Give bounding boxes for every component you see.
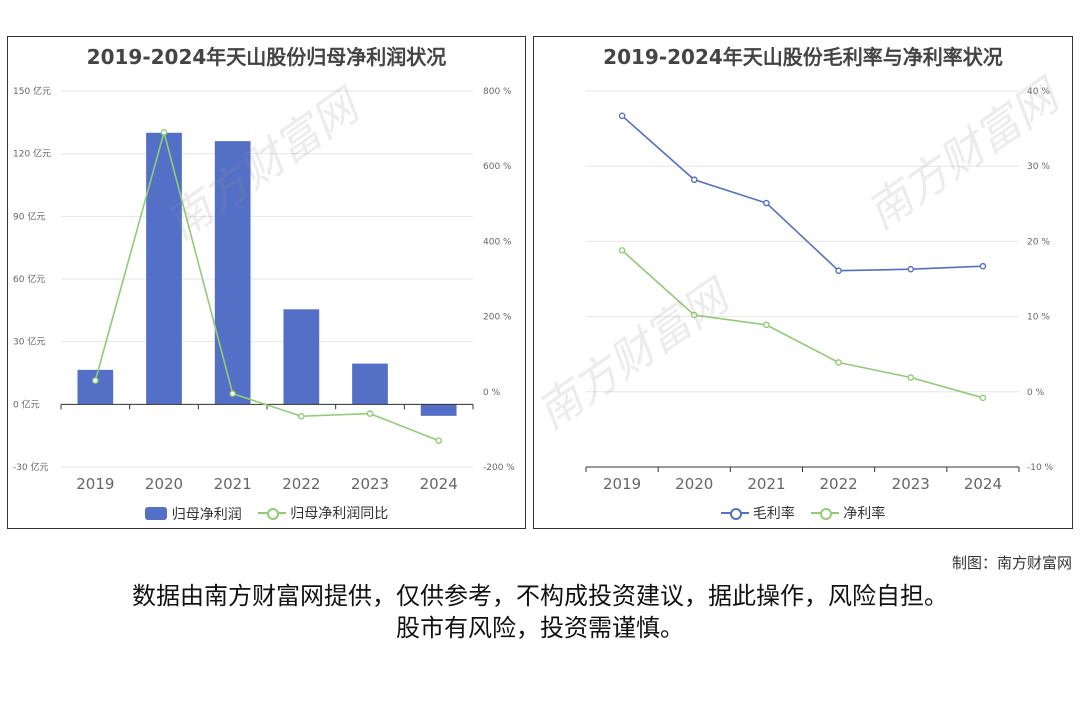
legend-label-net-profit-yoy: 归母净利润同比 — [290, 506, 389, 522]
x-tick-label: 2024 — [420, 475, 458, 493]
point-net-margin — [835, 359, 842, 366]
point-net-profit-yoy — [160, 129, 168, 136]
legend-item-net-profit-yoy[interactable]: 归母净利润同比 — [258, 503, 388, 523]
margin-chart-panel: 2019-2024年天山股份毛利率与净利率状况 -10 % 0 % 10 % 20 %… — [533, 36, 1073, 529]
y-right-tick-label: 30 % — [1027, 162, 1050, 172]
point-gross-margin — [690, 176, 698, 184]
bar-net-profit — [420, 404, 457, 416]
x-tick-label: 2020 — [675, 475, 713, 493]
point-net-margin — [690, 311, 698, 319]
bar-net-profit — [77, 369, 114, 405]
profit-chart-legend: 归母净利润 归母净利润同比 — [8, 503, 525, 524]
y-left-tick-label: 90 亿元 — [13, 210, 45, 222]
point-gross-margin — [835, 267, 842, 275]
margin-chart-title: 2019-2024年天山股份毛利率与净利率状况 — [603, 45, 1003, 69]
x-tick-label: 2022 — [819, 475, 857, 493]
x-tick-label: 2021 — [214, 475, 252, 493]
y-right-tick-label: 0 % — [1027, 388, 1045, 398]
y-right-tick-label: 800 % — [483, 87, 512, 97]
point-net-profit-yoy — [229, 390, 236, 397]
y-left-tick-label: -30 亿元 — [13, 461, 49, 473]
y-right-tick-label: -200 % — [483, 463, 515, 473]
point-net-profit-yoy — [92, 377, 99, 384]
x-tick-label: 2020 — [145, 475, 183, 493]
y-right-tick-label: -10 % — [1027, 463, 1054, 473]
y-left-tick-label: 0 亿元 — [13, 398, 40, 410]
point-gross-margin — [907, 265, 915, 273]
line-net-margin — [621, 249, 984, 399]
chart-credit: 制图：南方财富网 — [951, 554, 1072, 572]
point-net-profit-yoy — [435, 437, 442, 444]
point-gross-margin — [618, 112, 626, 120]
x-tick-label: 2023 — [892, 475, 930, 493]
point-gross-margin — [979, 262, 987, 270]
y-left-tick-label: 120 亿元 — [13, 148, 51, 160]
point-gross-margin — [763, 199, 770, 207]
point-net-profit-yoy — [298, 412, 305, 420]
disclaimer: 数据由南方财富网提供，仅供参考，不构成投资建议，据此操作，风险自担。 股市有风险… — [0, 580, 1080, 644]
x-tick-label: 2024 — [964, 475, 1002, 493]
margin-chart-legend: 毛利率 净利率 — [534, 503, 1072, 524]
point-net-margin — [618, 247, 626, 254]
legend-label-net-profit: 归母净利润 — [171, 506, 242, 523]
x-tick-label: 2023 — [351, 475, 389, 493]
legend-label-gross-margin: 毛利率 — [752, 506, 795, 522]
x-tick-label: 2021 — [747, 475, 785, 493]
y-left-tick-label: 30 亿元 — [13, 336, 45, 348]
bar-net-profit — [352, 363, 388, 405]
legend-item-net-margin[interactable]: 净利率 — [811, 503, 885, 523]
point-net-margin — [979, 394, 987, 402]
y-right-tick-label: 10 % — [1027, 313, 1050, 323]
legend-item-net-profit[interactable]: 归母净利润 — [144, 504, 242, 524]
bar-swatch-icon — [144, 507, 167, 520]
disclaimer-line-1: 数据由南方财富网提供，仅供参考，不构成投资建议，据此操作，风险自担。 — [132, 582, 948, 610]
y-right-tick-label: 40 % — [1027, 87, 1050, 97]
point-net-margin — [763, 321, 770, 329]
line-marker-icon — [811, 506, 840, 520]
line-net-profit-yoy — [94, 129, 439, 442]
line-marker-icon — [258, 506, 287, 520]
legend-item-gross-margin[interactable]: 毛利率 — [720, 503, 795, 523]
y-right-tick-label: 0 % — [483, 388, 501, 398]
y-right-tick-label: 200 % — [483, 313, 512, 323]
profit-chart-panel: 2019-2024年天山股份归母净利润状况 -30 亿元 0 亿元 30 亿元 60 … — [7, 36, 526, 529]
profit-chart-title: 2019-2024年天山股份归母净利润状况 — [86, 45, 447, 69]
margin-chart-plot: -10 % 0 % 10 % 20 % 30 % 40 % 2019 2020 2021 2022… — [585, 87, 1054, 493]
y-right-tick-label: 600 % — [483, 162, 512, 172]
bar-net-profit — [283, 309, 320, 405]
bar-net-profit — [146, 132, 182, 405]
x-tick-label: 2022 — [282, 475, 320, 493]
disclaimer-line-2: 股市有风险，投资需谨慎。 — [396, 614, 684, 642]
bar-net-profit — [214, 141, 251, 405]
point-net-margin — [907, 374, 915, 381]
line-marker-icon — [720, 506, 749, 520]
y-right-tick-label: 20 % — [1027, 237, 1050, 247]
line-gross-margin — [621, 115, 983, 272]
y-left-tick-label: 150 亿元 — [13, 85, 51, 97]
profit-chart-plot: -30 亿元 0 亿元 30 亿元 60 亿元 90 亿元 120 亿元 150 亿元 -20… — [13, 85, 515, 493]
x-tick-label: 2019 — [603, 475, 641, 493]
x-tick-label: 2019 — [76, 475, 114, 493]
y-right-tick-label: 400 % — [483, 237, 512, 247]
legend-label-net-margin: 净利率 — [843, 506, 886, 522]
point-net-profit-yoy — [366, 410, 374, 417]
y-left-tick-label: 60 亿元 — [13, 273, 45, 285]
